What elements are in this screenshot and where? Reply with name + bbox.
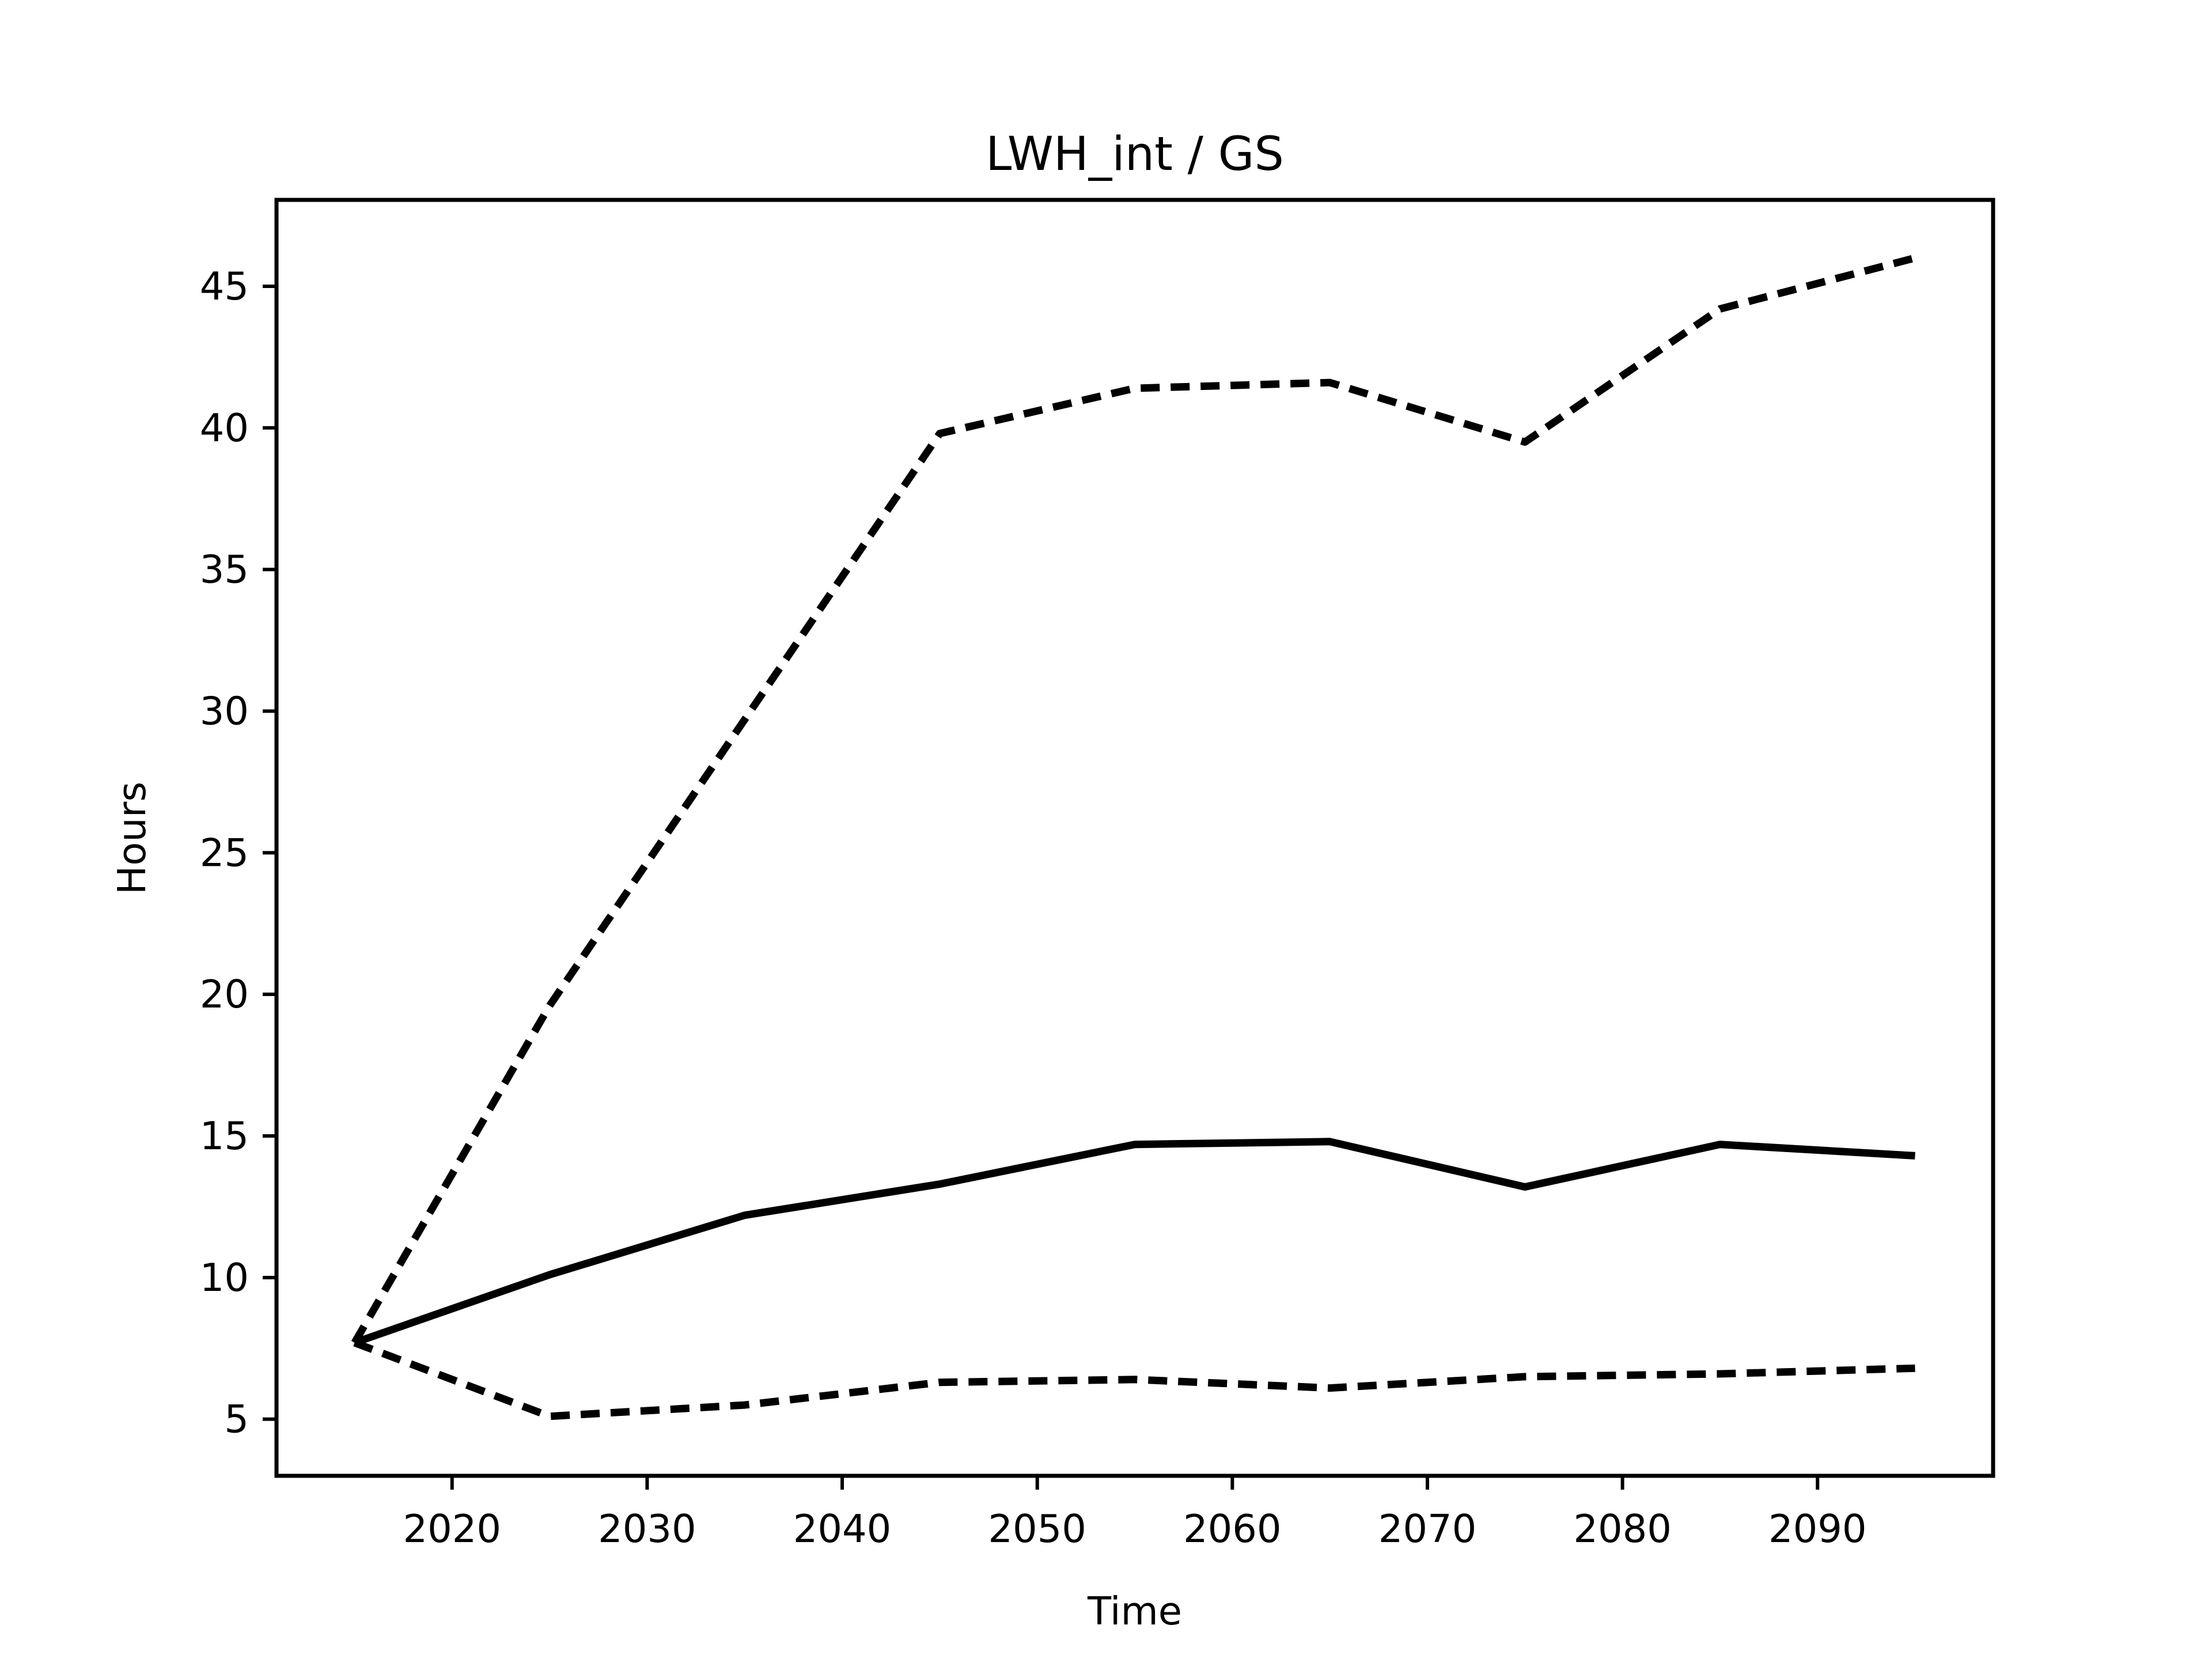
x-tick-label: 2060	[1183, 1506, 1282, 1551]
y-tick-label: 30	[200, 688, 249, 733]
y-tick-label: 5	[224, 1397, 249, 1442]
series-line-lower-dashed	[353, 1339, 1915, 1421]
y-tick-label: 40	[200, 406, 249, 450]
x-tick-label: 2020	[403, 1506, 502, 1551]
x-tick-label: 2080	[1573, 1506, 1672, 1551]
y-tick-label: 45	[200, 264, 249, 309]
x-tick-label: 2040	[793, 1506, 892, 1551]
x-axis-ticks: 2020 2030 2040 2050 2060 2070 2080 2090	[403, 1476, 1867, 1551]
x-tick-label: 2090	[1768, 1506, 1867, 1551]
series-line-upper-dashed	[351, 254, 1916, 1345]
y-axis-ticks: 5 10 15 20 25 30 35 40 45	[200, 264, 276, 1442]
y-tick-label: 10	[200, 1255, 249, 1300]
x-axis-label: Time	[1087, 1589, 1182, 1634]
y-tick-label: 20	[200, 972, 249, 1017]
y-tick-label: 35	[200, 547, 249, 592]
x-tick-label: 2070	[1378, 1506, 1477, 1551]
y-tick-label: 15	[200, 1113, 249, 1158]
x-tick-label: 2050	[988, 1506, 1086, 1551]
y-axis-label: Hours	[109, 782, 154, 895]
series-line-solid	[353, 1138, 1915, 1347]
plot-area	[274, 198, 1995, 1478]
chart-title: LWH_int / GS	[986, 127, 1284, 181]
x-tick-label: 2030	[598, 1506, 696, 1551]
y-tick-label: 25	[200, 830, 249, 875]
